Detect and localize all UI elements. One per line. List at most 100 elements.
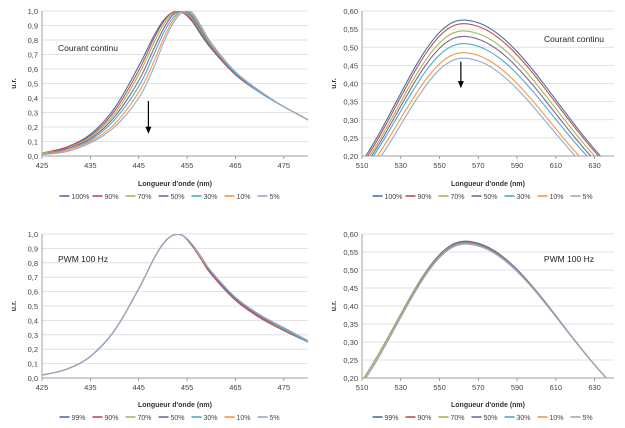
x-tick-label: 630 [588, 383, 601, 392]
x-tick-label: 530 [395, 161, 408, 170]
y-axis-title: u.r. [11, 301, 18, 312]
series-line-90pct [42, 11, 308, 154]
arrowhead-icon [145, 126, 152, 134]
legend-label: 5% [583, 194, 593, 201]
chart-panel-3: 0,0 0,1 0,2 0,3 0,4 0,5 0,6 0,7 0,8 0,9 1,0 425 435 4… [11, 230, 308, 422]
x-tick-label: 610 [550, 383, 563, 392]
y-tick-label: 0,8 [28, 259, 38, 268]
legend-label: 50% [171, 194, 185, 201]
chart-panel-1: 0,0 0,1 0,2 0,3 0,4 0,5 0,6 0,7 0,8 0,9 1,0 425 435 4… [11, 7, 308, 201]
series-line-5pct [42, 234, 308, 376]
legend-label: 70% [138, 194, 152, 201]
x-tick-label: 435 [84, 383, 97, 392]
y-tick-label: 0,7 [28, 273, 38, 282]
series-line-50pct [371, 35, 592, 156]
y-tick-label: 0,0 [28, 152, 38, 161]
series-line-5pct [42, 11, 308, 156]
x-tick-label: 475 [278, 383, 291, 392]
legend-label: 100% [385, 194, 403, 201]
y-tick-label: 0,1 [28, 138, 38, 147]
series-line-100pct [365, 19, 601, 156]
x-tick-label: 550 [433, 383, 446, 392]
series-line-30pct [42, 11, 308, 156]
y-tick-label: 0,55 [343, 25, 358, 34]
chart-annotation: Courant continu [58, 43, 118, 53]
legend-label: 10% [550, 194, 564, 201]
series-line-90pct [367, 23, 599, 156]
x-tick-label: 445 [132, 161, 145, 170]
series-line-10pct [377, 52, 580, 156]
chart-panel-4: 0,20 0,25 0,30 0,35 0,40 0,45 0,50 0,55 0,60 510 5… [331, 230, 614, 422]
legend-label: 99% [385, 415, 399, 422]
y-tick-label: 0,6 [28, 288, 38, 297]
x-tick-label: 570 [472, 383, 485, 392]
y-tick-label: 0,20 [343, 374, 358, 383]
x-tick-label: 465 [229, 161, 242, 170]
legend-label: 30% [517, 194, 531, 201]
legend-label: 90% [418, 415, 432, 422]
chart-panel-2: 0,20 0,25 0,30 0,35 0,40 0,45 0,50 0,55 0,60 510 5… [331, 7, 614, 201]
series-group [363, 240, 607, 378]
x-tick-label: 435 [84, 161, 97, 170]
x-tick-label: 510 [356, 383, 369, 392]
y-tick-label: 0,20 [343, 152, 358, 161]
arrowhead-icon [457, 81, 464, 89]
x-tick-label: 570 [472, 161, 485, 170]
y-tick-label: 0,30 [343, 116, 358, 125]
x-tick-label: 455 [181, 161, 194, 170]
y-tick-label: 0,5 [28, 302, 38, 311]
series-line-70pct [42, 11, 308, 154]
y-tick-label: 0,50 [343, 43, 358, 52]
x-tick-label: 425 [36, 161, 49, 170]
series-line-70pct [369, 30, 596, 156]
legend-label: 50% [484, 194, 498, 201]
series-line-5pct [365, 243, 607, 378]
chart-annotation: Courant continu [544, 34, 604, 44]
legend-label: 30% [204, 194, 218, 201]
y-tick-label: 0,1 [28, 360, 38, 369]
x-tick-label: 425 [36, 383, 49, 392]
series-line-50pct [42, 11, 308, 156]
x-tick-label: 445 [132, 383, 145, 392]
series-group [365, 19, 601, 156]
y-tick-label: 0,4 [28, 316, 38, 325]
x-axis-title: Longueur d'onde (nm) [138, 402, 212, 409]
x-tick-label: 550 [433, 161, 446, 170]
legend-label: 90% [105, 415, 119, 422]
y-tick-label: 0,3 [28, 331, 38, 340]
y-tick-label: 0,7 [28, 51, 38, 60]
legend-label: 70% [451, 194, 465, 201]
series-line-10pct [42, 11, 308, 156]
y-tick-label: 0,45 [343, 61, 358, 70]
y-tick-label: 0,3 [28, 109, 38, 118]
x-tick-label: 590 [511, 383, 524, 392]
series-group [42, 234, 308, 376]
x-axis-title: Longueur d'onde (nm) [138, 181, 212, 188]
y-tick-label: 0,5 [28, 80, 38, 89]
y-tick-label: 0,60 [343, 7, 358, 16]
legend-label: 90% [105, 194, 119, 201]
y-tick-label: 0,2 [28, 123, 38, 132]
y-tick-label: 0,35 [343, 320, 358, 329]
x-tick-label: 610 [550, 161, 563, 170]
y-tick-label: 0,40 [343, 80, 358, 89]
legend-label: 5% [270, 415, 280, 422]
x-tick-label: 530 [395, 383, 408, 392]
y-tick-label: 0,4 [28, 94, 38, 103]
legend-label: 90% [418, 194, 432, 201]
y-tick-label: 0,45 [343, 284, 358, 293]
x-tick-label: 475 [278, 161, 291, 170]
y-axis-title: u.r. [331, 78, 338, 89]
y-tick-label: 0,30 [343, 338, 358, 347]
y-tick-label: 0,55 [343, 248, 358, 257]
series-line-30pct [373, 43, 588, 156]
y-tick-label: 0,60 [343, 230, 358, 239]
y-axis-title: u.r. [11, 78, 18, 89]
legend-label: 50% [171, 415, 185, 422]
y-tick-label: 0,6 [28, 65, 38, 74]
x-tick-label: 510 [356, 161, 369, 170]
y-tick-label: 0,8 [28, 36, 38, 45]
x-tick-label: 630 [588, 161, 601, 170]
x-axis-title: Longueur d'onde (nm) [451, 402, 525, 409]
y-tick-label: 1,0 [28, 7, 38, 16]
